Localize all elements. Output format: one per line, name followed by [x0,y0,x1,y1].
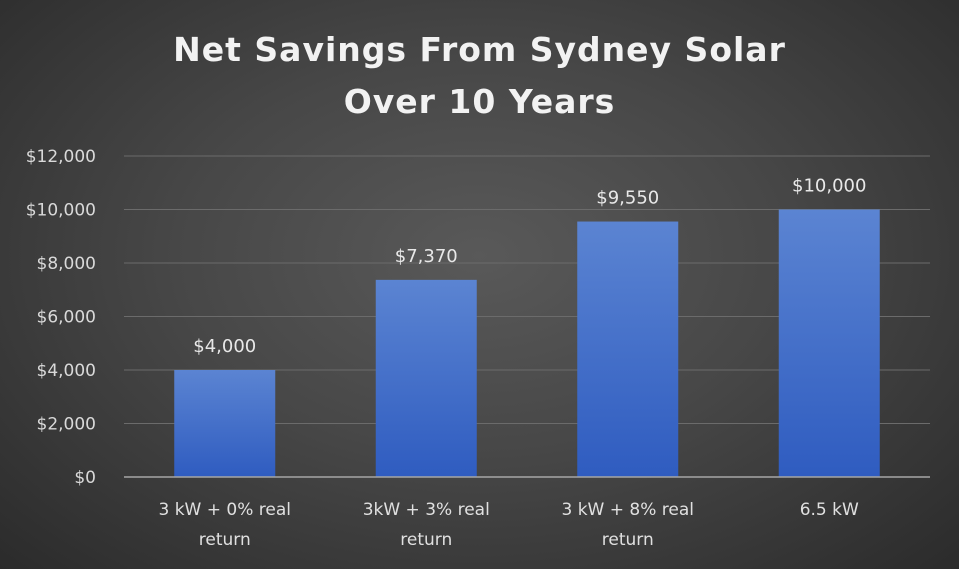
bar [174,370,276,477]
data-label: $10,000 [792,176,866,197]
data-label: $9,550 [596,188,659,209]
bar [375,279,477,477]
x-category-label: 3 kW + 0% real [158,500,291,520]
x-category-label: 3 kW + 8% real [561,500,694,520]
y-tick-label: $4,000 [37,361,96,381]
y-tick-label: $0 [74,468,96,488]
y-tick-label: $8,000 [37,254,96,274]
y-tick-label: $2,000 [37,415,96,435]
bar [577,221,679,477]
y-tick-label: $12,000 [26,147,96,167]
x-category-label: 3kW + 3% real [363,500,490,520]
y-tick-label: $6,000 [37,308,96,328]
chart-title: Net Savings From Sydney Solar Over 10 Ye… [0,24,959,128]
chart-title-line-1: Net Savings From Sydney Solar [173,30,786,69]
x-category-label: return [602,530,654,550]
y-tick-label: $10,000 [26,201,96,221]
bar [778,209,880,477]
data-label: $7,370 [395,246,458,267]
x-category-label: return [400,530,452,550]
x-category-label: return [199,530,251,550]
chart-title-line-2: Over 10 Years [343,82,616,121]
data-label: $4,000 [193,336,256,357]
x-category-label: 6.5 kW [800,500,859,520]
